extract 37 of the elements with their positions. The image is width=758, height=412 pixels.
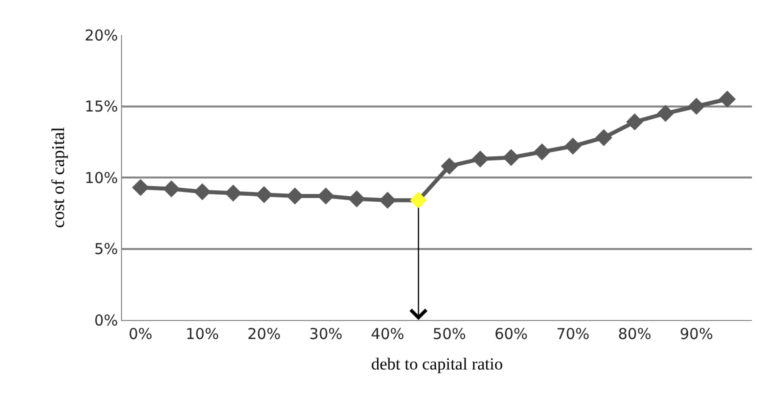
y-tick-label: 20% <box>84 26 118 44</box>
point <box>194 183 211 200</box>
point <box>472 150 489 168</box>
point <box>564 138 582 154</box>
point <box>348 190 366 208</box>
point <box>318 188 334 204</box>
x-tick-label: 60% <box>494 325 528 343</box>
point <box>595 129 612 146</box>
point <box>132 179 149 196</box>
point <box>256 186 272 203</box>
y-tick-label: 10% <box>84 168 118 187</box>
x-tick-label: 30% <box>309 325 342 343</box>
point <box>657 105 674 122</box>
point <box>441 158 458 174</box>
x-tick-label: 80% <box>618 325 652 343</box>
x-axis-title: debt to capital ratio <box>371 354 503 374</box>
y-axis-title: cost of capital <box>48 127 68 228</box>
x-tick-label: 90% <box>680 325 714 343</box>
y-tick-label: 5% <box>94 240 118 258</box>
point <box>718 90 736 108</box>
y-tick-label: 0% <box>94 311 118 330</box>
x-tick-label: 40% <box>370 325 404 343</box>
point <box>224 184 242 202</box>
point <box>688 98 705 115</box>
x-tick-label: 70% <box>556 325 590 343</box>
point <box>534 144 550 160</box>
x-tick-label: 0% <box>128 325 152 343</box>
point <box>502 149 520 166</box>
x-tick-label: 10% <box>186 325 219 343</box>
point <box>163 180 180 198</box>
x-tick-label: 50% <box>432 325 466 343</box>
point <box>286 188 304 204</box>
point <box>379 192 396 209</box>
point <box>626 114 643 130</box>
point <box>410 192 427 209</box>
x-tick-label: 20% <box>247 325 281 343</box>
y-tick-label: 15% <box>84 98 118 116</box>
